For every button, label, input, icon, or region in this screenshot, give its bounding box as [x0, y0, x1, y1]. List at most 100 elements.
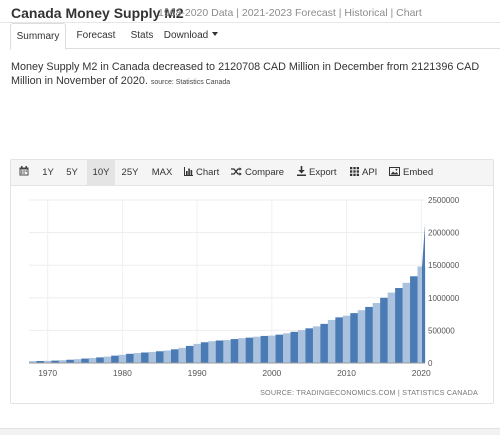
chart-bar[interactable] — [73, 359, 82, 363]
tab-download[interactable]: Download — [158, 23, 224, 49]
chart-bar[interactable] — [223, 340, 232, 363]
chart-button-label: Chart — [196, 167, 220, 178]
chart-bar[interactable] — [327, 319, 336, 363]
chart-bar[interactable] — [283, 333, 291, 363]
chart-bar[interactable] — [275, 334, 284, 363]
chart-bar-latest[interactable] — [422, 224, 425, 363]
range-1y-label: 1Y — [42, 167, 54, 178]
chart-bar[interactable] — [118, 354, 127, 363]
grid-icon — [350, 166, 359, 176]
header-divider — [0, 22, 500, 23]
compare-button[interactable]: Compare — [231, 160, 284, 186]
chart-bar[interactable] — [380, 297, 388, 363]
tab-summary-label: Summary — [16, 31, 60, 42]
chart-bar[interactable] — [111, 355, 119, 363]
chart-bar[interactable] — [170, 349, 179, 363]
chart-bar[interactable] — [402, 282, 411, 363]
x-tick-label: 1970 — [38, 368, 57, 378]
chart-bar[interactable] — [126, 353, 134, 363]
range-10y-button[interactable]: 10Y — [87, 160, 115, 186]
export-button-label: Export — [309, 167, 337, 178]
embed-button[interactable]: Embed — [389, 160, 433, 186]
chart-bar[interactable] — [215, 340, 224, 363]
y-tick-label: 500000 — [428, 326, 455, 335]
chart-bar[interactable] — [163, 350, 172, 363]
chart-toolbar: 1Y 5Y 10Y 25Y MAX Chart Compare Export — [11, 160, 493, 186]
range-5y-button[interactable]: 5Y — [61, 160, 83, 186]
chart-bar[interactable] — [357, 310, 366, 363]
tab-forecast[interactable]: Forecast — [70, 23, 122, 49]
chart-bar[interactable] — [350, 313, 359, 363]
chart-bar[interactable] — [103, 356, 112, 363]
y-tick-label: 1000000 — [428, 294, 460, 303]
chart-bar[interactable] — [395, 288, 403, 363]
chart-panel: 1Y 5Y 10Y 25Y MAX Chart Compare Export — [10, 159, 494, 404]
y-tick-label: 1500000 — [428, 261, 460, 270]
chart-bar[interactable] — [335, 317, 344, 363]
chart-bar[interactable] — [43, 360, 52, 363]
chart-bar[interactable] — [312, 326, 321, 363]
chart-bar[interactable] — [372, 303, 381, 363]
chart-bar[interactable] — [81, 358, 90, 363]
api-button[interactable]: API — [350, 160, 377, 186]
chart-bar[interactable] — [387, 292, 396, 363]
x-tick-label: 1980 — [113, 368, 132, 378]
range-1y-button[interactable]: 1Y — [38, 160, 58, 186]
tab-stats[interactable]: Stats — [124, 23, 160, 49]
chart-bar[interactable] — [260, 335, 269, 363]
chart-bar[interactable] — [230, 339, 239, 363]
chart-bar[interactable] — [268, 335, 276, 363]
chart-bar[interactable] — [185, 345, 194, 363]
summary-description: Money Supply M2 in Canada decreased to 2… — [11, 60, 496, 90]
download-icon — [297, 166, 306, 177]
range-25y-button[interactable]: 25Y — [117, 160, 143, 186]
chart-bar[interactable] — [410, 276, 418, 363]
chevron-down-icon — [212, 32, 219, 37]
compare-button-label: Compare — [245, 167, 285, 178]
range-max-label: MAX — [151, 167, 173, 178]
api-button-label: API — [362, 167, 378, 178]
range-25y-label: 25Y — [121, 167, 139, 178]
shuffle-icon — [231, 167, 242, 176]
embed-button-label: Embed — [403, 167, 434, 178]
chart-bar[interactable] — [245, 337, 254, 363]
chart-button[interactable]: Chart — [184, 160, 219, 186]
chart-bar[interactable] — [417, 266, 426, 364]
chart-source: SOURCE: TRADINGECONOMICS.COM | STATISTIC… — [260, 388, 478, 397]
page-header: Canada Money Supply M2 1968-2020 Data | … — [0, 0, 500, 22]
chart-bar[interactable] — [51, 360, 60, 363]
chart-bar[interactable] — [148, 351, 157, 363]
chart-bar[interactable] — [66, 359, 75, 363]
range-max-button[interactable]: MAX — [148, 160, 176, 186]
chart-bar[interactable] — [238, 338, 246, 363]
tab-forecast-label: Forecast — [76, 30, 116, 41]
chart-bar[interactable] — [320, 323, 329, 363]
y-tick-label: 0 — [428, 359, 433, 368]
chart-bar[interactable] — [208, 341, 217, 363]
chart-bar[interactable] — [200, 342, 209, 363]
chart-bar[interactable] — [193, 343, 202, 363]
chart-bar[interactable] — [297, 330, 306, 363]
chart-bar[interactable] — [365, 306, 373, 363]
chart-bar[interactable] — [96, 357, 105, 363]
chart-bar[interactable] — [88, 357, 97, 363]
calendar-icon[interactable] — [19, 160, 29, 186]
page-subtitle[interactable]: 1968-2020 Data | 2021-2023 Forecast | Hi… — [158, 7, 422, 19]
chart-bar[interactable] — [36, 360, 45, 363]
chart-bar[interactable] — [141, 352, 149, 364]
x-tick-label: 1990 — [188, 368, 207, 378]
chart-bar[interactable] — [29, 361, 37, 363]
summary-text: Money Supply M2 in Canada decreased to 2… — [11, 61, 480, 87]
chart-bar[interactable] — [305, 328, 314, 363]
chart-bar[interactable] — [58, 360, 67, 363]
chart-bar[interactable] — [133, 353, 142, 363]
tab-summary[interactable]: Summary — [10, 23, 66, 50]
export-button[interactable]: Export — [297, 160, 336, 186]
bar-chart-icon — [184, 166, 193, 176]
chart-bar[interactable] — [290, 331, 299, 363]
chart-bar[interactable] — [178, 347, 187, 363]
chart-bar[interactable] — [156, 351, 164, 363]
chart-bar[interactable] — [253, 336, 261, 363]
chart-bar[interactable] — [342, 315, 351, 363]
